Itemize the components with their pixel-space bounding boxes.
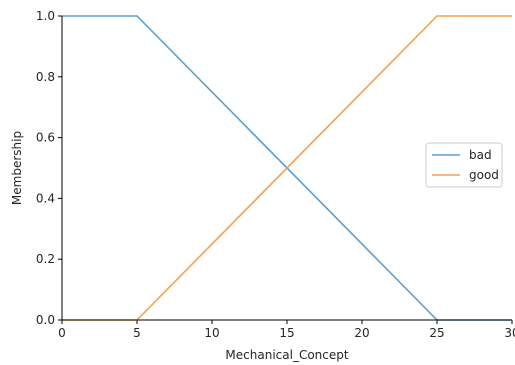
legend: bad good [425,142,503,188]
y-tick-label: 0.8 [36,70,55,84]
x-tick-label: 30 [504,326,515,340]
x-axis-ticks: 0 5 10 15 20 25 30 [58,320,515,340]
y-tick-label: 0.6 [36,131,55,145]
legend-label-good: good [469,168,499,182]
legend-label-bad: bad [469,148,492,162]
y-axis-label: Membership [10,131,24,205]
x-tick-label: 0 [58,326,66,340]
x-tick-label: 10 [204,326,219,340]
legend-box [425,142,503,188]
y-tick-label: 1.0 [36,9,55,23]
x-axis-label: Mechanical_Concept [225,348,348,362]
y-tick-label: 0.2 [36,252,55,266]
x-tick-label: 25 [429,326,444,340]
x-tick-label: 20 [354,326,369,340]
y-tick-label: 0.0 [36,313,55,327]
x-tick-label: 5 [133,326,141,340]
x-tick-label: 15 [279,326,294,340]
y-tick-label: 0.4 [36,191,55,205]
y-axis-ticks: 0.0 0.2 0.4 0.6 0.8 1.0 [36,9,62,327]
